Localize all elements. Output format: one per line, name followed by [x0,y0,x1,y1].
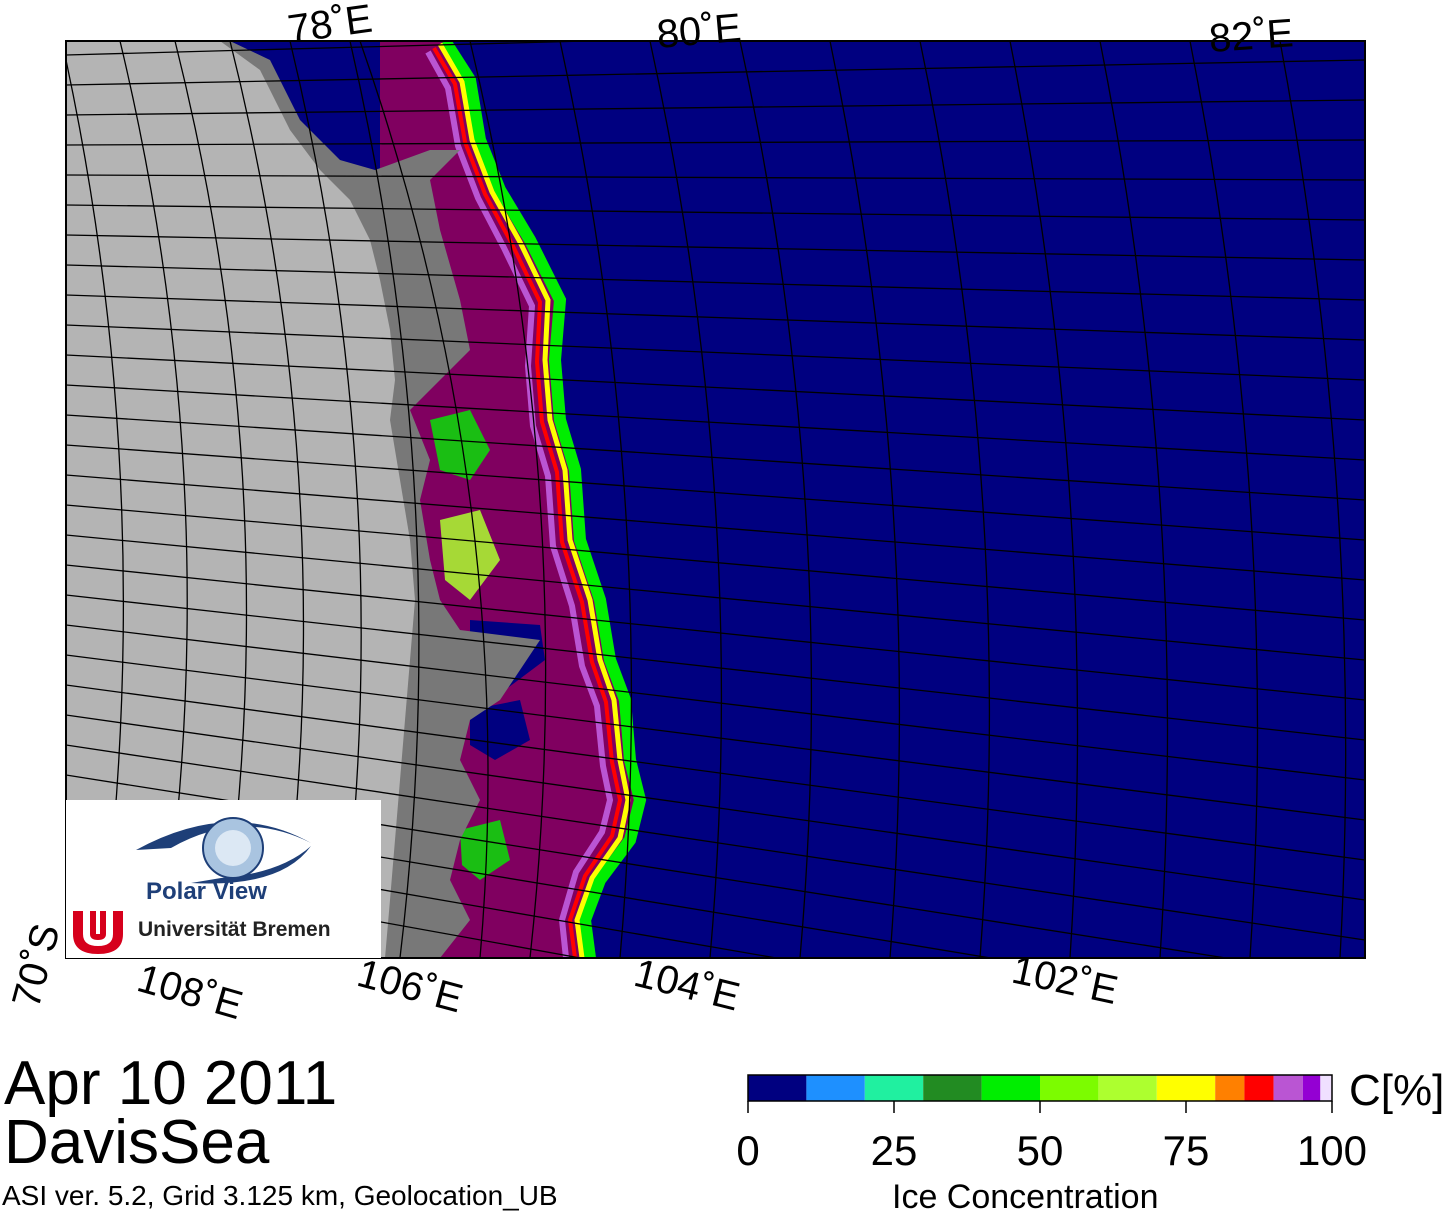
colorbar-swatch [1320,1075,1332,1101]
land-area [66,41,415,958]
ice-purple-band [425,50,614,958]
lon-label-82e: 82˚E [1208,11,1295,61]
colorbar-swatch [1302,1075,1321,1101]
logo-title: Polar View [146,878,267,905]
colorbar-swatch [1098,1075,1157,1101]
colorbar-tick-25: 25 [871,1127,918,1174]
colorbar-swatch [806,1075,865,1101]
ice-edge-yellow [437,42,631,958]
ice-patch-yellow [440,510,500,600]
colorbar-unit: C[%] [1349,1066,1442,1115]
lon-label-80e: 80˚E [655,6,743,57]
lon-label-108e: 108˚E [133,956,248,1028]
colorbar-tick-0: 0 [736,1127,759,1174]
colorbar-ticks [747,1101,1333,1113]
product-info: ASI ver. 5.2, Grid 3.125 km, Geolocation… [2,1180,558,1211]
colorbar [748,1075,1332,1101]
colorbar-title: Ice Concentration [892,1178,1159,1216]
colorbar-swatch [1273,1075,1303,1101]
colorbar-tick-75: 75 [1163,1127,1210,1174]
colorbar-swatch [1215,1075,1245,1101]
sea-ice-band [230,41,640,958]
colorbar-swatch [1040,1075,1099,1101]
lon-label-104e: 104˚E [630,951,744,1020]
polar-view-logo: Polar View Universität Bremen [66,800,381,958]
colorbar-tick-50: 50 [1017,1127,1064,1174]
logo-university: Universität Bremen [138,918,331,941]
map-date: Apr 10 2011 [4,1049,338,1118]
ice-patch-green-2 [460,820,510,880]
colorbar-swatch [1156,1075,1216,1101]
ice-edge-red [432,46,623,958]
colorbar-tick-100: 100 [1297,1127,1367,1174]
colorbar-swatch [864,1075,924,1101]
ice-patch-green [430,410,490,480]
ice-edge-green [439,41,647,958]
colorbar-swatch [1244,1075,1274,1101]
colorbar-swatch [981,1075,1040,1101]
university-crest-icon [73,911,123,954]
lon-label-106e: 106˚E [353,951,468,1021]
map-border [65,40,1366,959]
map-region: DavisSea [4,1108,270,1177]
eye-icon [136,817,311,884]
lat-label-70s: 70˚S [4,919,68,1012]
colorbar-swatch [748,1075,807,1101]
colorbar-swatch [923,1075,982,1101]
